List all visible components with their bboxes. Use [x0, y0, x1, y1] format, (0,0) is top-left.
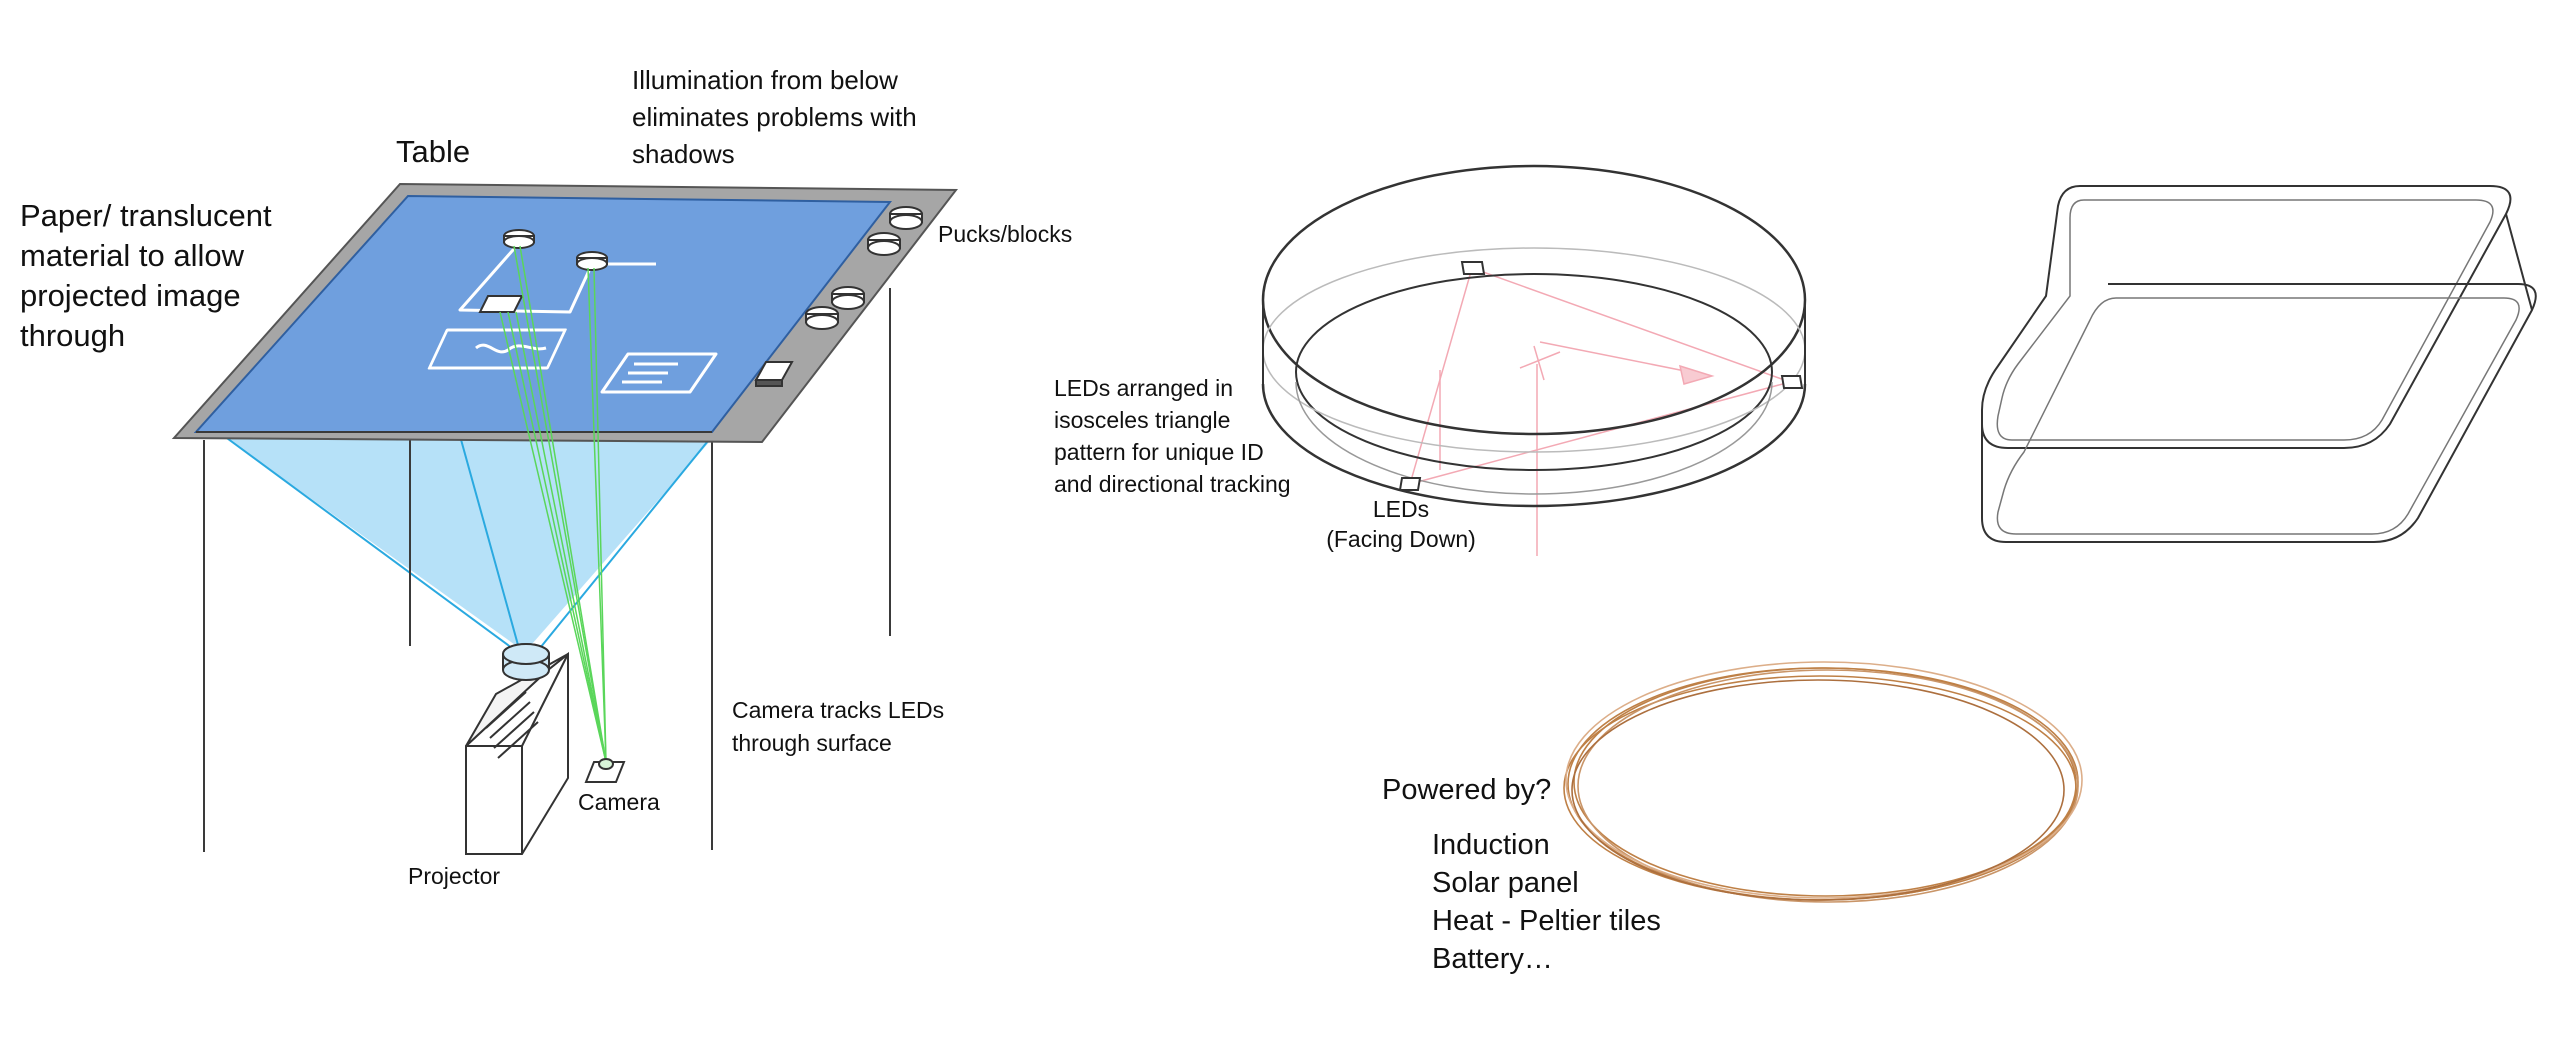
paper-line: through [20, 318, 126, 353]
table-illustration [171, 182, 959, 855]
puck-top-inner [1295, 273, 1773, 471]
leds-arranged-line: LEDs arranged in [1054, 375, 1233, 401]
camera-tracks-note: Camera tracks LEDs through surface [732, 694, 944, 760]
paper-line: material to allow [20, 238, 244, 273]
block-illustration [1981, 185, 2537, 543]
leds-facing-line: LEDs [1372, 496, 1430, 522]
puck-rim-light [1262, 247, 1806, 453]
leds-facing-line: (Facing Down) [1326, 526, 1476, 552]
led-markers [1398, 261, 1804, 491]
power-option: Solar panel [1432, 867, 1579, 899]
camera-rays [499, 245, 607, 763]
leds-arranged-line: isosceles triangle [1054, 407, 1231, 433]
paper-line: projected image [20, 278, 241, 313]
rim-pucks [754, 206, 923, 387]
power-option: Heat - Peltier tiles [1432, 905, 1661, 937]
table-label: Table [396, 134, 471, 169]
puck-led-illustration [1261, 164, 1807, 556]
pucks-label: Pucks/blocks [938, 221, 1073, 247]
illumination-note: Illumination from below eliminates probl… [632, 62, 917, 173]
illumination-line: shadows [632, 139, 735, 169]
led-triangle-guides [1408, 267, 1793, 556]
leds-arranged-line: pattern for unique ID [1054, 439, 1264, 465]
induction-coil [1563, 661, 2083, 903]
power-option: Induction [1432, 829, 1550, 861]
projector [465, 643, 569, 855]
power-options-list: Induction Solar panel Heat - Peltier til… [1432, 826, 1661, 978]
projection-lines [219, 432, 713, 649]
table-legs [203, 288, 891, 852]
illumination-line: Illumination from below [632, 65, 898, 95]
camera-device [584, 758, 626, 783]
illumination-line: eliminates problems with [632, 102, 917, 132]
power-option: Battery… [1432, 943, 1553, 975]
camera-tracks-line: through surface [732, 730, 892, 756]
leds-arranged-note: LEDs arranged in isosceles triangle patt… [1054, 372, 1291, 500]
leds-arranged-line: and directional tracking [1054, 471, 1291, 497]
surface-pucks [478, 229, 608, 313]
leds-facing-note: LEDs (Facing Down) [1318, 494, 1484, 554]
paper-note: Paper/ translucent material to allow pro… [20, 196, 272, 356]
projector-label: Projector [408, 863, 501, 889]
camera-tracks-line: Camera tracks LEDs [732, 697, 945, 723]
paper-line: Paper/ translucent [20, 198, 272, 233]
puck-top-outer [1261, 164, 1807, 436]
projected-graphics [427, 241, 718, 394]
powered-by-label: Powered by? [1382, 774, 1552, 806]
camera-label: Camera [578, 789, 660, 815]
projection-cone [218, 432, 718, 652]
